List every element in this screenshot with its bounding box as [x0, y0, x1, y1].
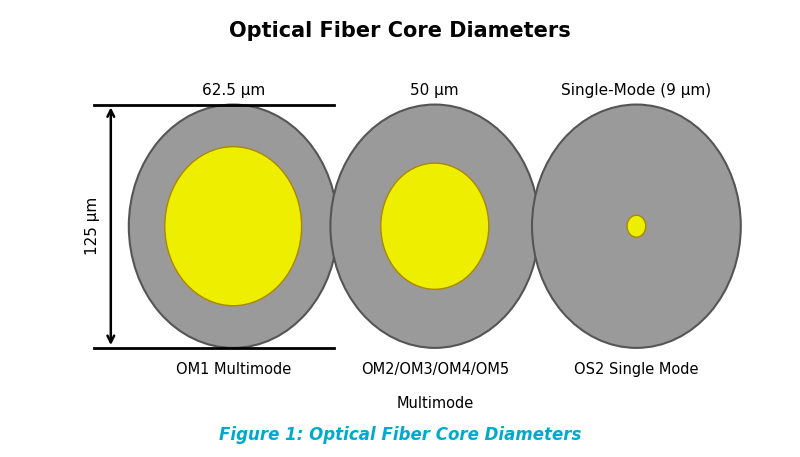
- Ellipse shape: [129, 105, 338, 348]
- Text: OM1 Multimode: OM1 Multimode: [175, 361, 291, 377]
- Ellipse shape: [330, 105, 539, 348]
- Ellipse shape: [381, 163, 489, 289]
- Text: Multimode: Multimode: [396, 396, 474, 411]
- Text: 50 μm: 50 μm: [410, 83, 459, 98]
- Text: 62.5 μm: 62.5 μm: [202, 83, 265, 98]
- Text: Single-Mode (9 μm): Single-Mode (9 μm): [562, 83, 711, 98]
- Text: OM2/OM3/OM4/OM5: OM2/OM3/OM4/OM5: [361, 361, 509, 377]
- Text: OS2 Single Mode: OS2 Single Mode: [574, 361, 698, 377]
- Text: 125 μm: 125 μm: [85, 197, 100, 255]
- Ellipse shape: [165, 147, 302, 306]
- Ellipse shape: [532, 105, 741, 348]
- Text: Optical Fiber Core Diameters: Optical Fiber Core Diameters: [229, 21, 571, 41]
- Ellipse shape: [627, 215, 646, 237]
- Text: Figure 1: Optical Fiber Core Diameters: Figure 1: Optical Fiber Core Diameters: [219, 426, 581, 444]
